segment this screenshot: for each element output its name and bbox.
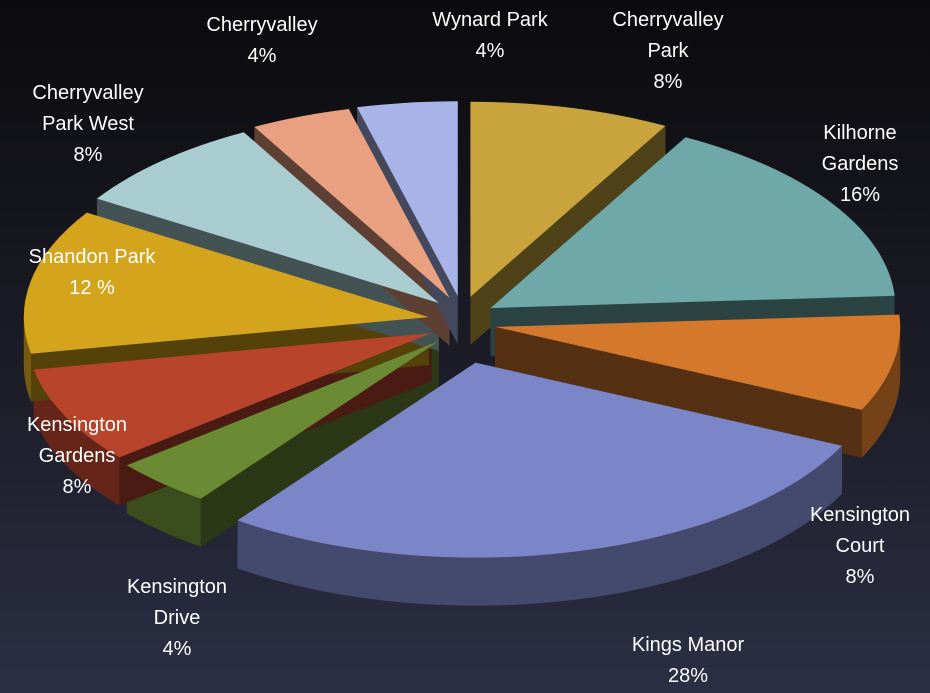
label-value: 16% (839, 184, 881, 206)
data-label: Kensington Gardens 8% (7, 410, 147, 503)
data-label: Shandon Park 12 % (2, 242, 182, 304)
data-label: Wynard Park 4% (405, 5, 575, 67)
label-name: Kensington Court (809, 504, 911, 557)
slice-wall (237, 445, 842, 606)
label-name: Cherryvalley Park West (32, 82, 144, 135)
data-label: Kensington Court 8% (795, 500, 925, 593)
data-label: Cherryvalley 4% (177, 10, 347, 72)
slice-wall (23, 317, 31, 402)
slice (470, 101, 666, 297)
label-value: 8% (653, 71, 683, 93)
slice (254, 109, 450, 298)
data-label: Kensington Drive 4% (107, 572, 247, 665)
slice-side (495, 326, 862, 458)
label-value: 4% (162, 638, 192, 660)
slice (96, 132, 439, 304)
data-label: Kilhorne Gardens 16% (800, 118, 920, 211)
label-value: 8% (845, 566, 875, 588)
label-value: 28% (667, 665, 709, 687)
label-name: Shandon Park (28, 246, 156, 268)
data-label: Cherryvalley Park West 8% (13, 78, 163, 171)
label-value: 4% (475, 40, 505, 62)
label-name: Kensington Gardens (26, 414, 128, 467)
slice (495, 314, 901, 410)
label-name: Kensington Drive (126, 576, 228, 629)
label-name: Kilhorne Gardens (821, 122, 899, 175)
slice (237, 362, 842, 558)
label-name: Cherryvalley (206, 14, 318, 36)
label-value: 8% (62, 476, 92, 498)
label-value: 12 % (69, 277, 115, 299)
label-name: Wynard Park (432, 9, 548, 31)
slice (33, 333, 432, 458)
slice (490, 137, 895, 309)
label-value: 8% (73, 144, 103, 166)
slice (23, 212, 429, 354)
label-value: 4% (247, 45, 277, 67)
slice (126, 340, 439, 499)
data-label: Kings Manor 28% (578, 630, 798, 692)
label-name: Cherryvalley Park (612, 9, 724, 62)
data-label: Cherryvalley Park 8% (603, 5, 733, 98)
label-name: Kings Manor (631, 634, 745, 656)
slice-wall (33, 369, 120, 506)
slice (357, 101, 458, 297)
slice-wall (861, 326, 901, 458)
